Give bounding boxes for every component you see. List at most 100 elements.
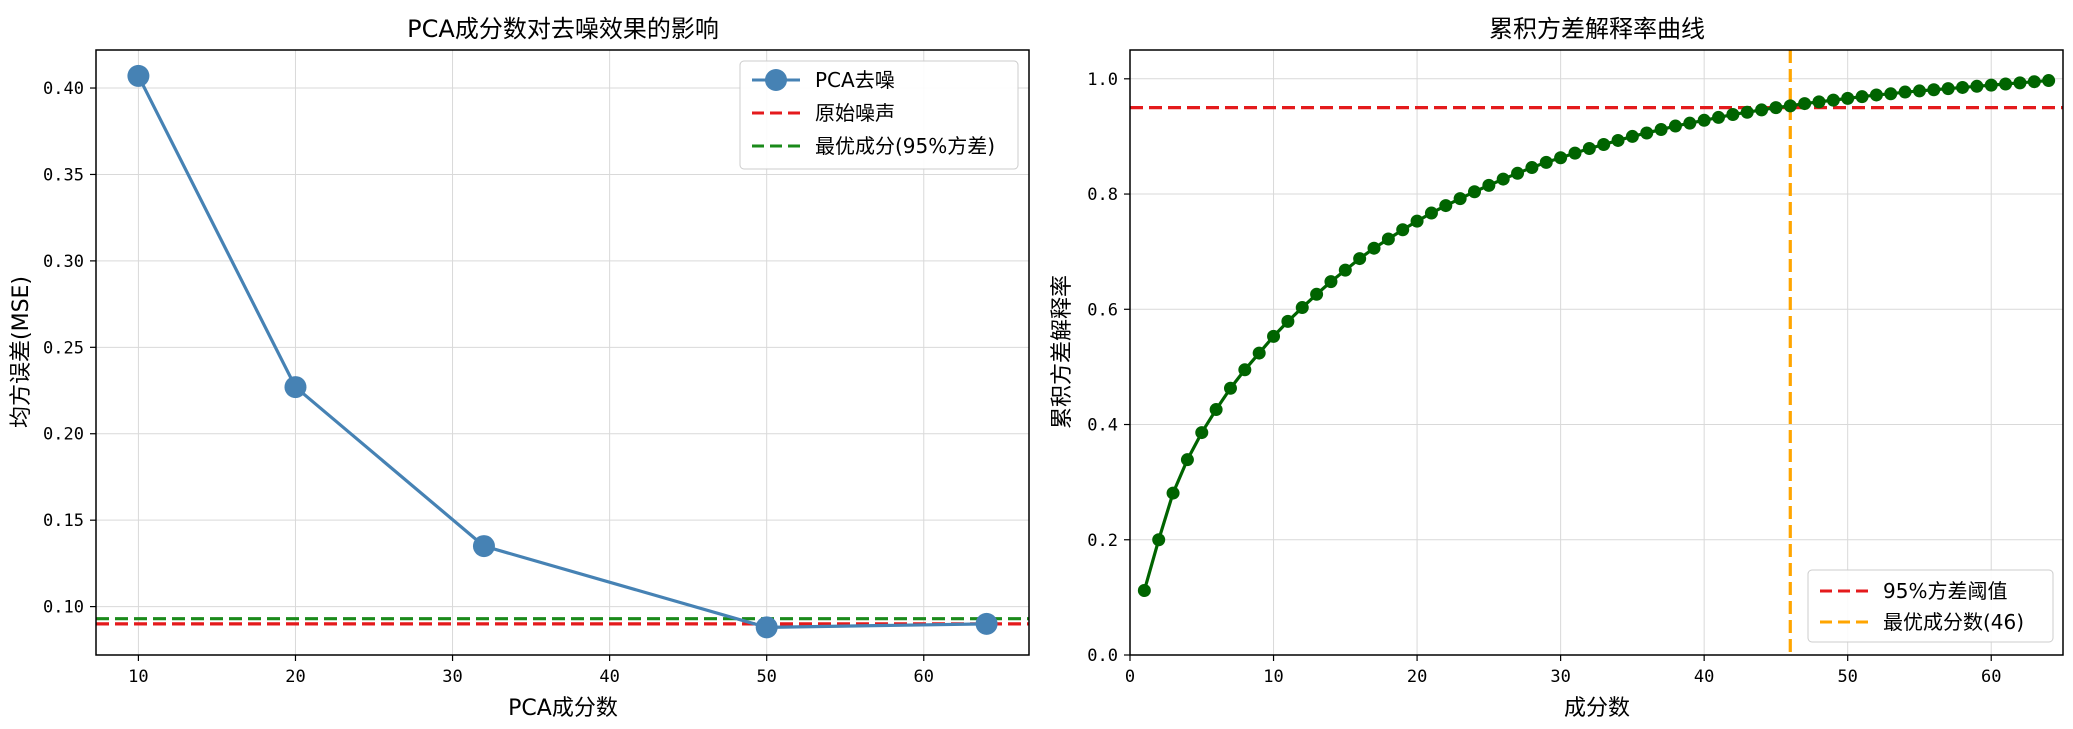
data-point bbox=[1195, 426, 1209, 440]
legend-box bbox=[1807, 569, 2054, 643]
legend-box bbox=[739, 60, 1019, 170]
data-point bbox=[1869, 88, 1883, 102]
data-point bbox=[1984, 78, 1998, 92]
data-point bbox=[472, 535, 495, 558]
chart-left: PCA成分数对去噪效果的影响 10 20 30 40 50 60 0.10 0.15 0.20… bbox=[9, 15, 1030, 721]
data-point bbox=[1841, 91, 1855, 105]
chart-left-lines bbox=[96, 617, 1029, 626]
data-point bbox=[1826, 93, 1840, 107]
chart-right-frame bbox=[1129, 49, 2064, 656]
x-tick-label: 20 bbox=[285, 667, 305, 687]
data-point bbox=[1898, 85, 1912, 99]
data-point bbox=[1597, 137, 1611, 151]
chart-right-xlabel: 成分数 bbox=[1564, 696, 1630, 721]
data-point bbox=[1281, 314, 1295, 328]
data-point bbox=[127, 64, 150, 87]
data-point bbox=[1956, 80, 1970, 94]
data-point bbox=[1310, 287, 1324, 301]
data-point bbox=[1381, 232, 1395, 246]
x-tick-label: 10 bbox=[1263, 667, 1283, 687]
data-point bbox=[1812, 95, 1826, 109]
data-point bbox=[755, 616, 778, 639]
chart-right-legend: 95%方差阈值 最优成分数(46) bbox=[1807, 569, 2054, 643]
data-point bbox=[1223, 381, 1237, 395]
x-tick-label: 30 bbox=[1550, 667, 1570, 687]
y-tick-label: 0.0 bbox=[1087, 646, 1118, 666]
data-point bbox=[1539, 155, 1553, 169]
chart-left-marks bbox=[127, 64, 998, 639]
chart-right-xticks: 0 10 20 30 40 50 60 bbox=[1125, 655, 2001, 687]
data-point bbox=[1568, 146, 1582, 160]
data-point bbox=[1453, 192, 1467, 206]
y-tick-label: 0.15 bbox=[43, 511, 84, 531]
data-point bbox=[1396, 223, 1410, 237]
x-tick-label: 30 bbox=[442, 667, 462, 687]
y-tick-label: 0.4 bbox=[1087, 416, 1118, 436]
data-point bbox=[2042, 74, 2056, 88]
legend-marker-pca bbox=[765, 69, 787, 91]
x-tick-label: 40 bbox=[1694, 667, 1714, 687]
data-point bbox=[1884, 87, 1898, 101]
data-point bbox=[1267, 329, 1281, 343]
x-tick-label: 40 bbox=[599, 667, 619, 687]
x-tick-label: 60 bbox=[1981, 667, 2001, 687]
y-tick-label: 0.20 bbox=[43, 425, 84, 445]
data-point bbox=[1697, 113, 1711, 127]
chart-left-ylabel: 均方误差(MSE) bbox=[9, 276, 34, 428]
legend-label-optimal: 最优成分(95%方差) bbox=[815, 134, 995, 158]
data-point bbox=[1467, 185, 1481, 199]
x-tick-label: 10 bbox=[128, 667, 148, 687]
y-tick-label: 0.10 bbox=[43, 598, 84, 618]
y-tick-label: 0.30 bbox=[43, 252, 84, 272]
chart-right-grid bbox=[1129, 50, 2063, 656]
data-point bbox=[1798, 97, 1812, 111]
chart-right-lines bbox=[1130, 50, 2063, 655]
data-point bbox=[1582, 142, 1596, 156]
y-tick-label: 0.8 bbox=[1087, 185, 1118, 205]
data-point bbox=[1353, 252, 1367, 266]
data-point bbox=[975, 612, 998, 635]
data-point bbox=[1525, 161, 1539, 175]
chart-left-xlabel: PCA成分数 bbox=[508, 696, 618, 721]
data-point bbox=[1683, 116, 1697, 130]
data-point bbox=[1338, 263, 1352, 277]
data-point bbox=[1137, 583, 1151, 597]
data-point bbox=[1712, 110, 1726, 124]
data-point bbox=[1941, 82, 1955, 96]
data-point bbox=[1640, 126, 1654, 140]
chart-left-yticks: 0.10 0.15 0.20 0.25 0.30 0.35 0.40 bbox=[43, 79, 96, 618]
data-point bbox=[1783, 99, 1797, 113]
data-point bbox=[284, 376, 307, 399]
y-tick-label: 0.40 bbox=[43, 79, 84, 99]
data-point bbox=[1654, 123, 1668, 137]
chart-left-title: PCA成分数对去噪效果的影响 bbox=[407, 15, 719, 43]
data-point bbox=[1410, 214, 1424, 228]
data-point bbox=[1999, 77, 2013, 91]
chart-right-title: 累积方差解释率曲线 bbox=[1489, 15, 1705, 43]
x-tick-label: 0 bbox=[1125, 667, 1135, 687]
data-point bbox=[1238, 363, 1252, 377]
chart-right: 累积方差解释率曲线 0 10 20 30 40 50 60 0.0 0.2 0.4 0.6 0.8 1… bbox=[1050, 15, 2064, 721]
data-point bbox=[1496, 172, 1510, 186]
data-point bbox=[1424, 206, 1438, 220]
legend-label-threshold: 95%方差阈值 bbox=[1883, 579, 2007, 603]
chart-left-frame bbox=[95, 49, 1030, 656]
data-point bbox=[1611, 133, 1625, 147]
y-tick-label: 0.6 bbox=[1087, 300, 1118, 320]
series-line bbox=[1142, 78, 2049, 591]
legend-label-optimal-n: 最优成分数(46) bbox=[1883, 610, 2024, 634]
x-tick-label: 60 bbox=[914, 667, 934, 687]
data-point bbox=[1252, 346, 1266, 360]
data-point bbox=[1755, 103, 1769, 117]
data-point bbox=[1970, 79, 1984, 93]
y-tick-label: 0.35 bbox=[43, 165, 84, 185]
data-point bbox=[1855, 90, 1869, 104]
data-point bbox=[1726, 108, 1740, 122]
data-point bbox=[1166, 486, 1180, 500]
data-point bbox=[1927, 83, 1941, 97]
data-point bbox=[1324, 275, 1338, 289]
data-point bbox=[1912, 84, 1926, 98]
chart-right-marks bbox=[1137, 74, 2056, 597]
x-tick-label: 20 bbox=[1407, 667, 1427, 687]
